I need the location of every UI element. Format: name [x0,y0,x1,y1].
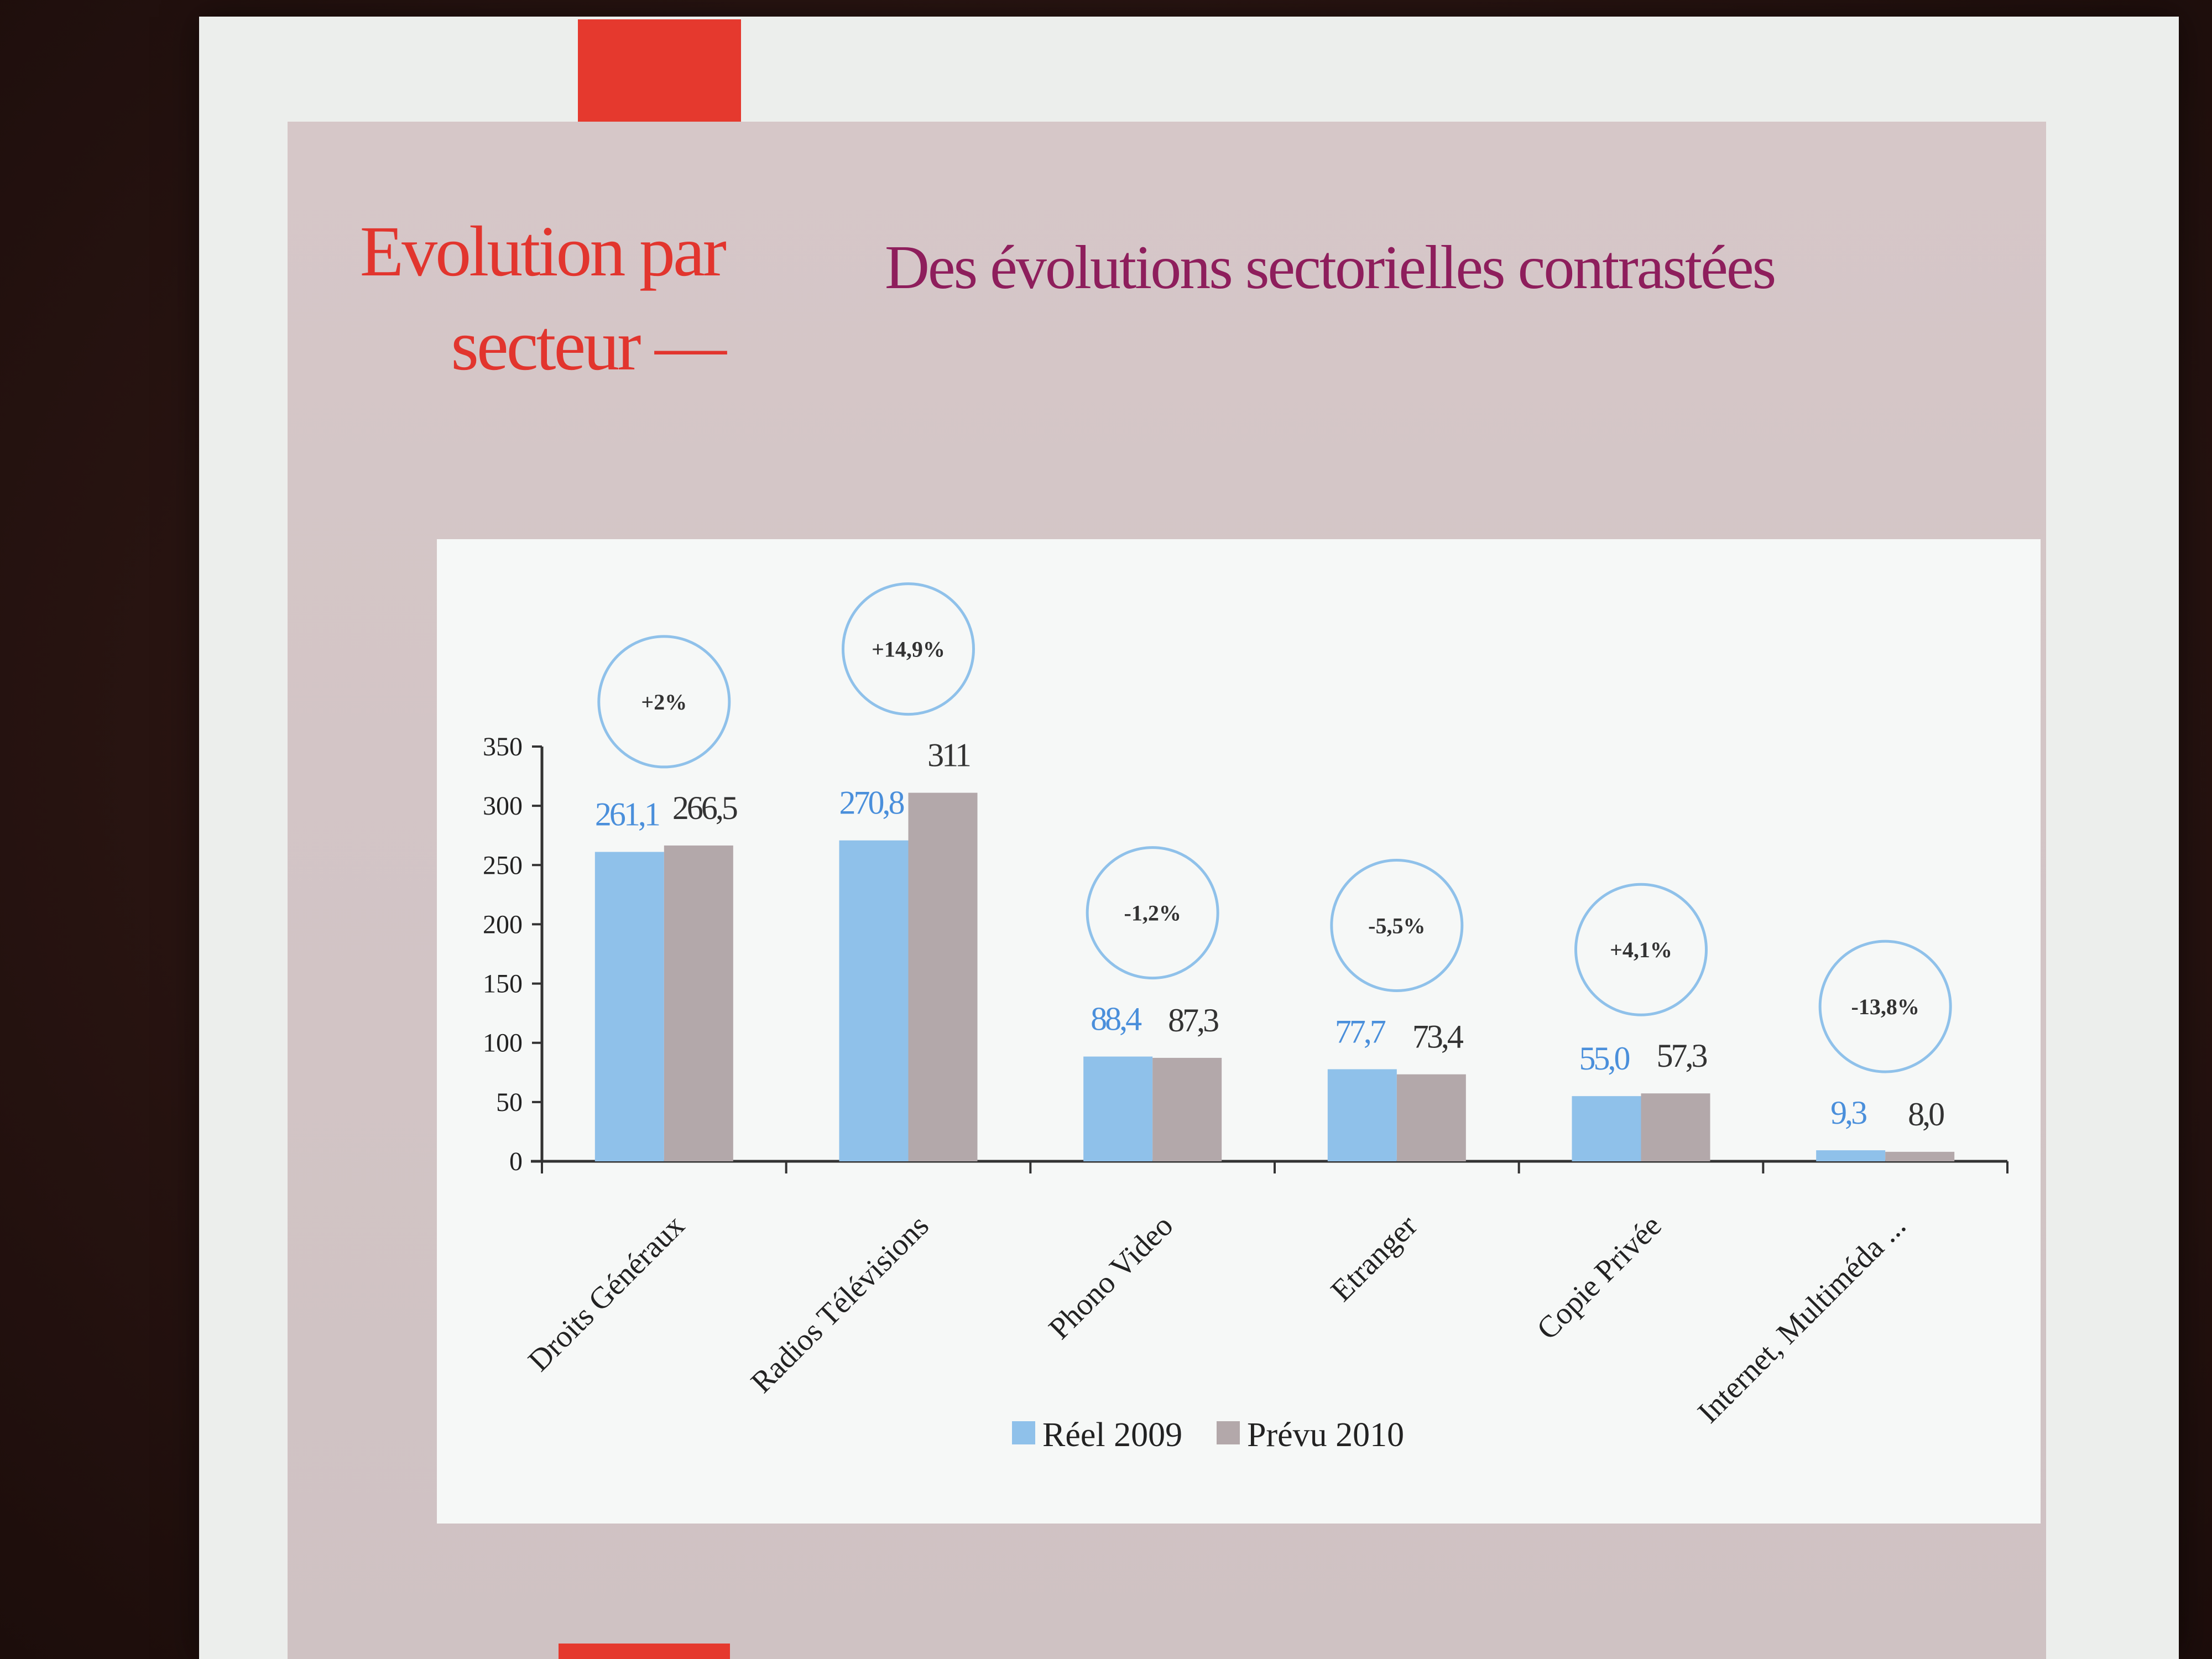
x-category-label: Droits Généraux [521,1208,691,1378]
data-label-prevu-2010: 266,5 [672,790,737,826]
change-bubble [1818,940,1952,1073]
y-tick-label: 300 [483,791,523,821]
bar-prevu-2010 [1641,1093,1710,1161]
y-tick-label: 250 [483,851,523,880]
red-accent-bar-bottom [559,1644,730,1659]
bar-reel-2009 [1572,1096,1641,1161]
bar-reel-2009 [1816,1150,1886,1161]
y-tick-label: 50 [496,1088,523,1117]
bar-reel-2009 [1083,1056,1153,1161]
bar-chart: 0 50 100 150 200 250 300 350 261,1 266,5 +2% Droits… [483,582,2008,1454]
slide-title-line1: Evolution par [359,212,727,291]
change-percent-label: -1,2% [1124,901,1181,926]
data-label-reel-2009: 77,7 [1335,1014,1386,1050]
bar-prevu-2010 [664,845,733,1161]
bar-prevu-2010 [1396,1074,1466,1161]
data-label-reel-2009: 88,4 [1091,1001,1142,1037]
red-accent-bar-top [578,19,741,124]
change-percent-label: -5,5% [1368,914,1425,938]
x-category-label: Copie Privée [1530,1208,1668,1346]
y-tick-label: 200 [483,910,523,939]
change-percent-label: +14,9% [872,637,945,662]
x-category-label: Phono Video [1042,1208,1180,1346]
change-percent-label: +2% [641,690,687,714]
data-label-reel-2009: 270,8 [839,785,904,821]
slide-subtitle: Des évolutions sectorielles contrastées [885,233,1776,302]
legend-label-prevu-2010: Prévu 2010 [1247,1416,1404,1454]
change-bubble [842,582,975,716]
slide-title-line2: secteur — [451,306,727,385]
data-label-reel-2009: 9,3 [1830,1094,1866,1131]
data-label-reel-2009: 55,0 [1579,1040,1630,1077]
data-label-prevu-2010: 73,4 [1412,1019,1464,1055]
change-percent-label: -13,8% [1851,994,1919,1019]
legend-swatch-reel-2009 [1012,1421,1035,1444]
y-tick-label: 0 [509,1147,523,1176]
change-bubble [597,635,731,769]
legend-label-reel-2009: Réel 2009 [1042,1416,1182,1454]
y-tick-label: 100 [483,1029,523,1058]
y-tick-label: 150 [483,969,523,999]
legend-swatch-prevu-2010 [1217,1421,1240,1444]
bar-reel-2009 [594,852,664,1161]
change-bubble [1574,883,1708,1016]
slide-title: Evolution par secteur — [326,205,727,393]
change-bubble [1330,859,1464,992]
data-label-prevu-2010: 57,3 [1657,1037,1707,1074]
change-bubble [1086,846,1219,980]
data-label-prevu-2010: 311 [927,737,970,774]
x-category-label: Internet, Multiméda ... [1691,1208,1912,1430]
bar-prevu-2010 [908,792,978,1161]
chart-panel: 0 50 100 150 200 250 300 350 261,1 266,5 +2% Droits… [437,539,2041,1524]
change-percent-label: +4,1% [1610,937,1672,962]
bar-prevu-2010 [1885,1151,1955,1161]
bar-prevu-2010 [1152,1057,1222,1161]
x-category-label: Etranger [1324,1208,1424,1308]
data-label-reel-2009: 261,1 [595,796,659,833]
data-label-prevu-2010: 87,3 [1168,1002,1218,1039]
data-label-prevu-2010: 8,0 [1908,1096,1944,1133]
x-category-label: Radios Télévisions [744,1208,936,1400]
y-tick-label: 350 [483,732,523,761]
bar-reel-2009 [839,840,909,1161]
bar-reel-2009 [1327,1069,1397,1161]
